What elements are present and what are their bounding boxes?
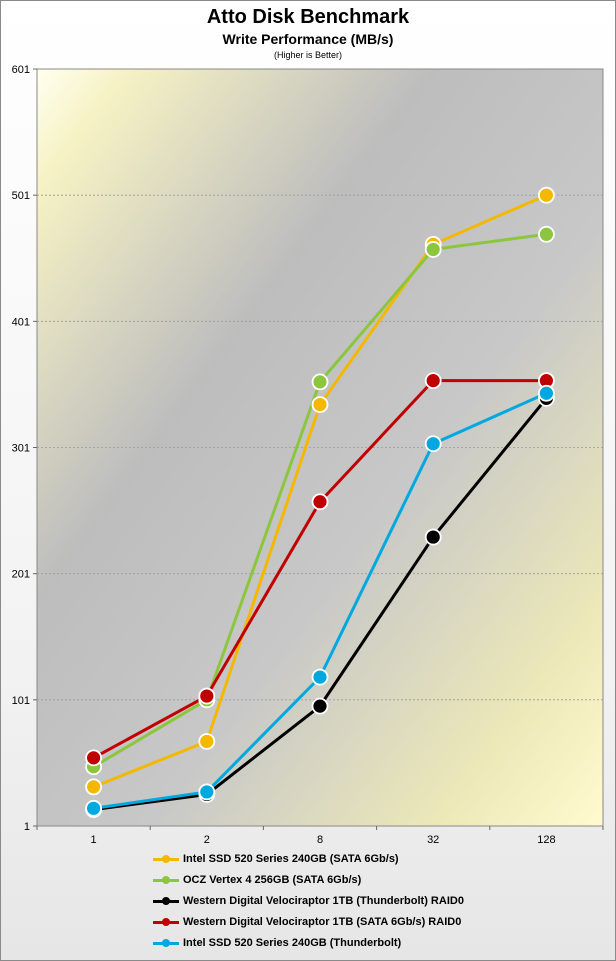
- legend-swatch: [153, 896, 179, 906]
- y-tick-label: 201: [12, 569, 30, 581]
- data-point: [198, 783, 216, 801]
- data-point: [424, 435, 442, 453]
- legend: Intel SSD 520 Series 240GB (SATA 6Gb/s) O…: [153, 848, 464, 953]
- chart-note: (Higher is Better): [273, 50, 343, 60]
- data-point: [311, 493, 329, 511]
- data-point: [198, 687, 216, 705]
- x-tick-label: 1: [91, 834, 97, 846]
- legend-item: Western Digital Velociraptor 1TB (SATA 6…: [153, 911, 464, 932]
- chart-subtitle: Write Performance (MB/s): [222, 31, 394, 47]
- data-point: [311, 373, 329, 391]
- data-point: [85, 778, 102, 796]
- data-point: [538, 186, 555, 204]
- y-tick-label: 401: [12, 316, 30, 328]
- legend-item: Intel SSD 520 Series 240GB (Thunderbolt): [153, 932, 464, 953]
- legend-label: Intel SSD 520 Series 240GB (Thunderbolt): [183, 936, 402, 949]
- data-point: [538, 384, 555, 402]
- y-tick-label: 501: [12, 190, 30, 202]
- legend-label: OCZ Vertex 4 256GB (SATA 6Gb/s): [183, 873, 362, 886]
- data-point: [424, 528, 442, 546]
- legend-label: Western Digital Velociraptor 1TB (SATA 6…: [183, 915, 462, 928]
- data-point: [85, 749, 102, 767]
- data-point: [538, 225, 555, 243]
- data-point: [311, 668, 329, 686]
- legend-swatch: [153, 917, 179, 927]
- legend-label: Western Digital Velociraptor 1TB (Thunde…: [183, 894, 464, 907]
- x-tick-label: 2: [204, 834, 210, 846]
- legend-swatch: [153, 938, 179, 948]
- data-point: [198, 733, 216, 750]
- legend-swatch: [153, 875, 179, 885]
- legend-item: Intel SSD 520 Series 240GB (SATA 6Gb/s): [153, 848, 464, 869]
- legend-label: Intel SSD 520 Series 240GB (SATA 6Gb/s): [183, 852, 399, 865]
- data-point: [311, 697, 329, 715]
- legend-swatch: [153, 854, 179, 864]
- x-tick-label: 8: [317, 834, 323, 846]
- legend-item: Western Digital Velociraptor 1TB (Thunde…: [153, 890, 464, 911]
- data-point: [424, 241, 442, 258]
- legend-item: OCZ Vertex 4 256GB (SATA 6Gb/s): [153, 869, 464, 890]
- x-tick-label: 32: [427, 834, 439, 846]
- chart-title: Atto Disk Benchmark: [206, 6, 410, 28]
- data-point: [311, 396, 329, 414]
- x-tick-label: 128: [537, 834, 555, 846]
- data-point: [85, 799, 102, 817]
- y-tick-label: 1: [24, 821, 30, 833]
- y-tick-label: 301: [12, 443, 30, 455]
- y-tick-label: 601: [12, 64, 30, 76]
- data-point: [424, 372, 442, 390]
- y-tick-label: 101: [12, 695, 30, 707]
